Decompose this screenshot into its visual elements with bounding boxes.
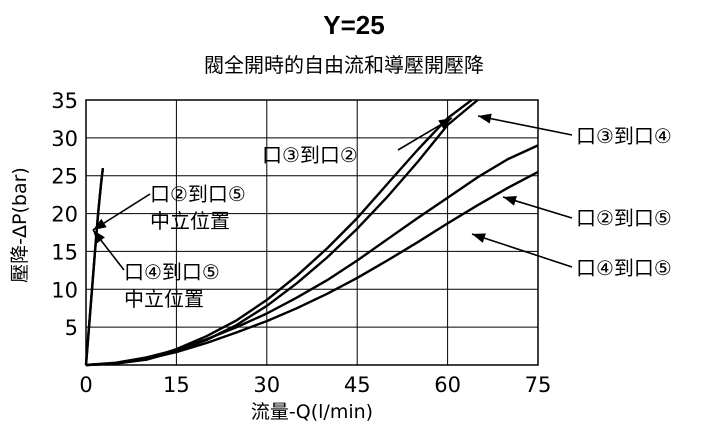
annotation-labels: 口②到口⑤ 中立位置 口④到口⑤ 中立位置 口③到口② 口③到口④ 口②到口⑤ …: [124, 124, 672, 311]
x-tick-label: 45: [344, 373, 371, 397]
annotation-port3-to-port4: 口③到口④: [576, 124, 672, 148]
x-tick-label: 60: [434, 373, 461, 397]
chart-title: Y=25: [323, 10, 384, 40]
annotation-port2-to-port5: 口②到口⑤: [576, 206, 672, 230]
chart-subtitle: 閥全開時的自由流和導壓開壓降: [204, 53, 484, 77]
arrow-head-5: [472, 233, 486, 243]
annotation-port2-to-port5-neutral-sub: 中立位置: [150, 209, 230, 233]
y-tick-label: 15: [51, 240, 78, 264]
x-axis-label: 流量-Q(l/min): [251, 401, 373, 423]
y-axis-label: 壓降-ΔP(bar): [9, 167, 31, 283]
series-lines: [84, 99, 539, 367]
annotation-port4-to-port5: 口④到口⑤: [576, 256, 672, 280]
axes: [85, 99, 539, 366]
annotation-port4-to-port5-neutral-sub: 中立位置: [124, 287, 204, 311]
y-tick-label: 20: [51, 203, 78, 227]
y-tick-label: 5: [65, 316, 78, 340]
arrow-head-1: [93, 230, 105, 244]
annotation-port2-to-port5-neutral: 口②到口⑤: [150, 182, 246, 206]
y-tick-label: 25: [51, 165, 78, 189]
annotation-port3-to-port2: 口③到口②: [262, 143, 358, 167]
arrow-head-2: [438, 118, 452, 129]
y-tick-label: 35: [51, 89, 78, 113]
series-line-4: [85, 144, 539, 367]
arrow-head-4: [503, 196, 517, 206]
x-tick-label: 75: [525, 373, 552, 397]
plot-frame: [85, 99, 539, 366]
x-tick-label: 15: [163, 373, 190, 397]
x-tick-label: 0: [79, 373, 92, 397]
arrow-line-3: [477, 115, 573, 136]
series-line-5: [85, 170, 539, 367]
arrow-line-5: [471, 233, 573, 268]
x-tick-labels: 0 15 30 45 60 75: [79, 373, 551, 397]
arrow-head-3: [478, 113, 492, 124]
y-tick-labels: 5 10 15 20 25 30 35: [51, 89, 78, 340]
annotation-port4-to-port5-neutral: 口④到口⑤: [124, 260, 220, 284]
arrow-head-0: [93, 218, 107, 230]
annotation-arrows: [92, 113, 573, 271]
y-tick-label: 10: [51, 278, 78, 302]
series-line-1: [84, 167, 105, 366]
x-tick-label: 30: [253, 373, 280, 397]
y-tick-label: 30: [51, 127, 78, 151]
series-line-3: [85, 99, 479, 367]
